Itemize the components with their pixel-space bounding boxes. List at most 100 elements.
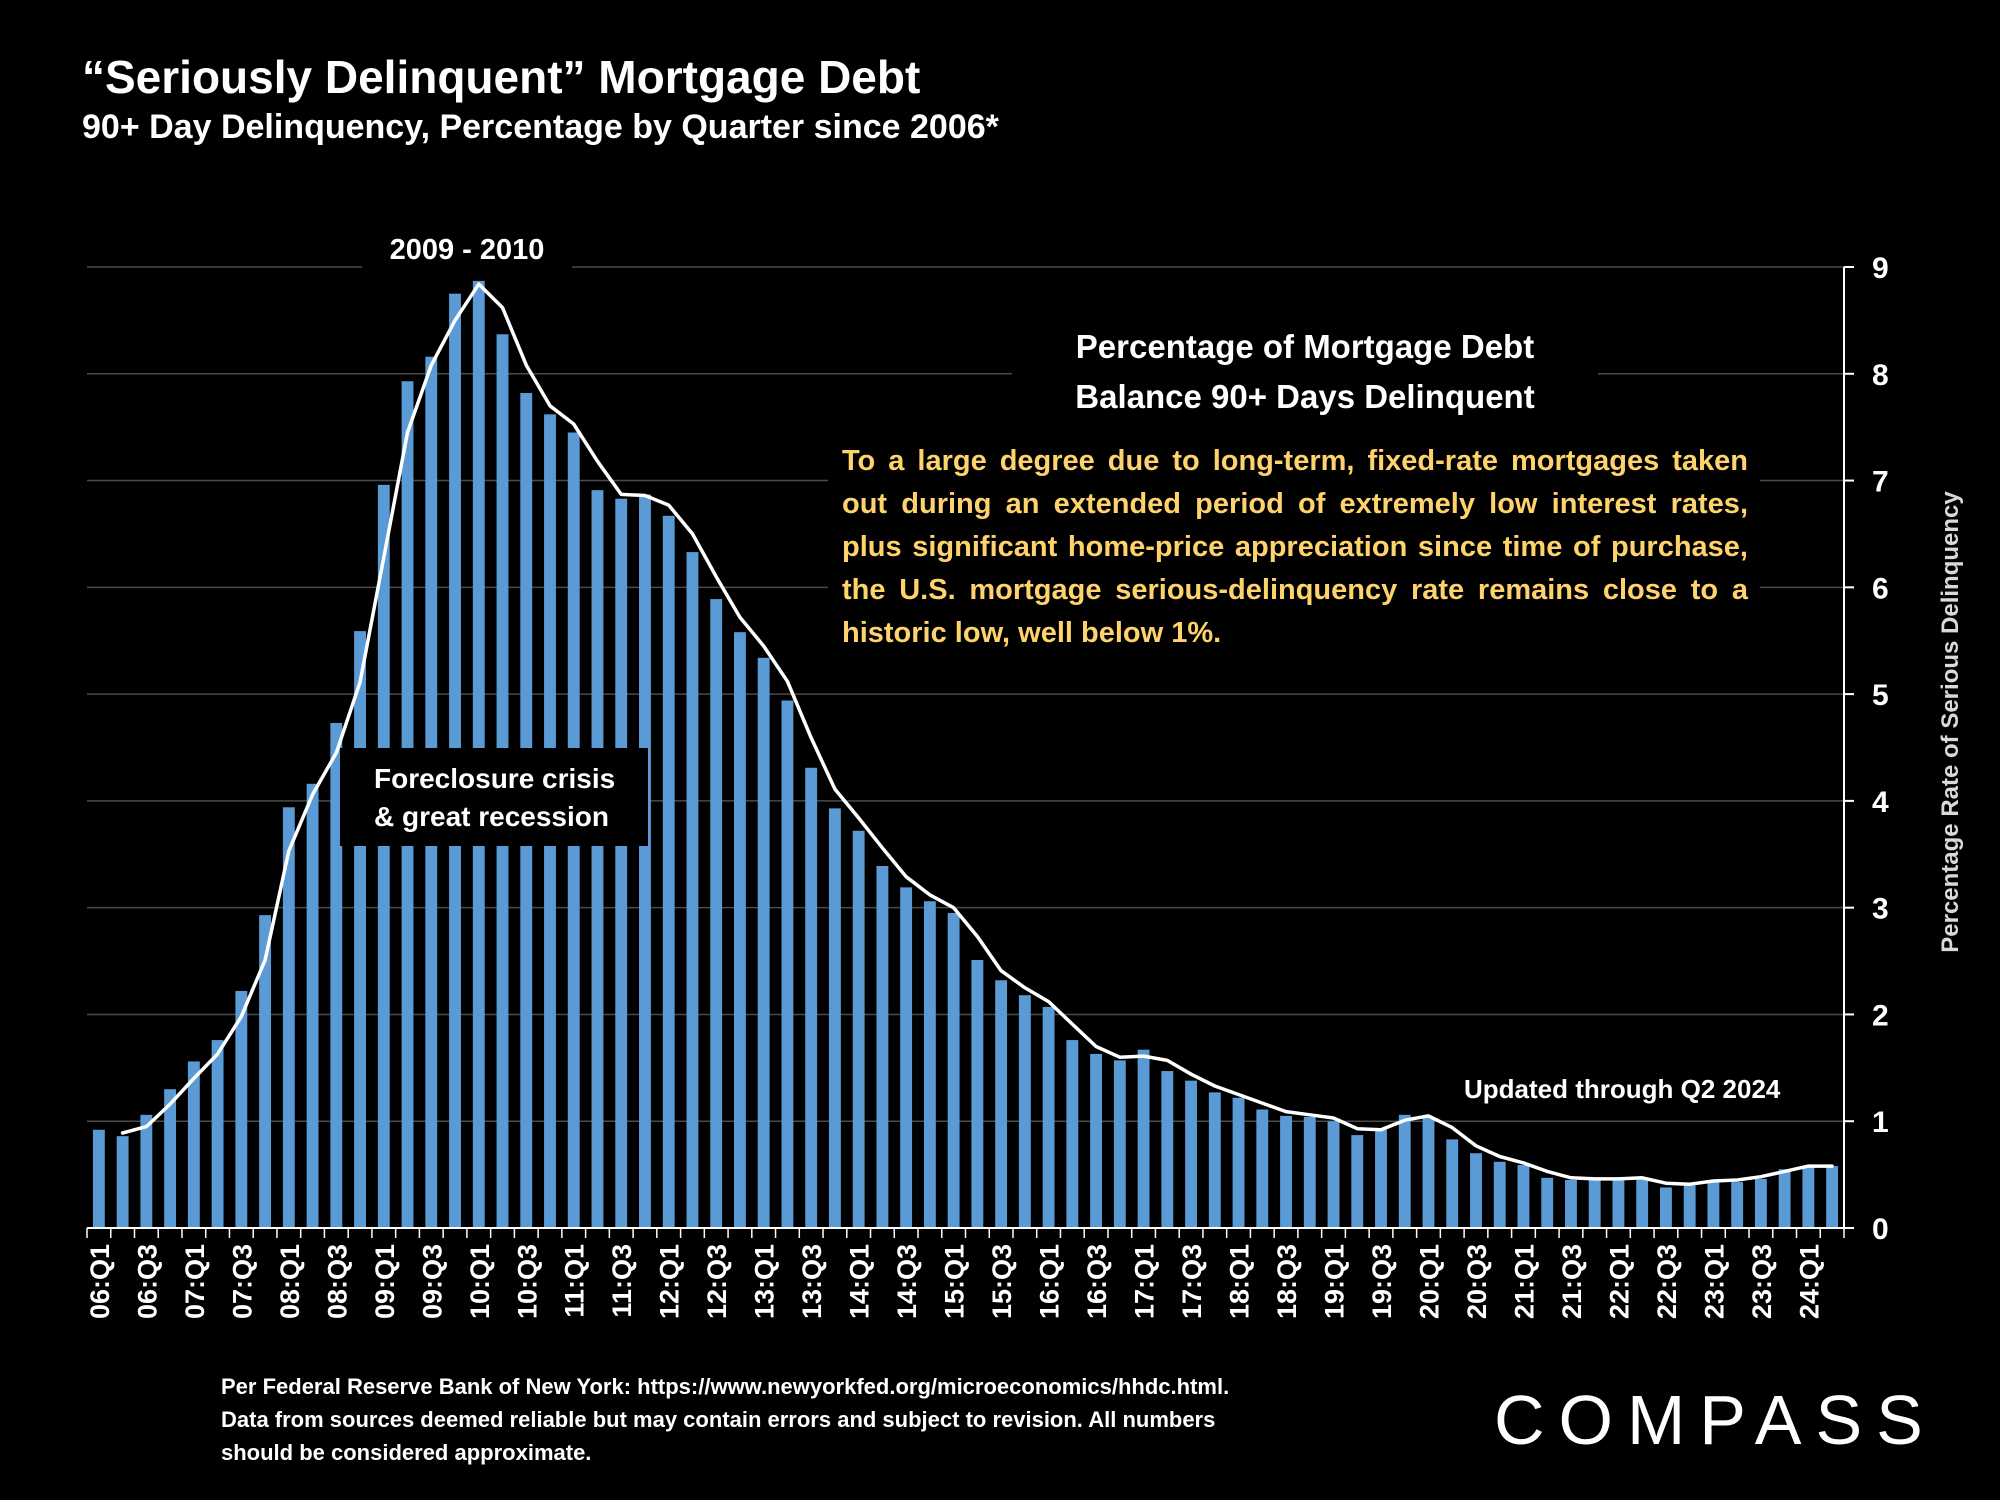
bar-14:Q1 [852, 830, 865, 1228]
chart-title: “Seriously Delinquent” Mortgage Debt [82, 51, 921, 103]
x-tick-label-12:Q1: 12:Q1 [655, 1244, 685, 1319]
bar-11:Q4 [639, 494, 651, 1229]
legend-title-line2: Balance 90+ Days Delinquent [1075, 378, 1535, 415]
bar-18:Q4 [1303, 1116, 1316, 1228]
bar-21:Q1 [1517, 1165, 1530, 1228]
bar-23:Q3 [1754, 1178, 1767, 1228]
x-tick-label-23:Q1: 23:Q1 [1699, 1244, 1729, 1319]
bar-06:Q2 [116, 1136, 129, 1228]
x-tick-label-19:Q1: 19:Q1 [1320, 1244, 1350, 1319]
bar-18:Q2 [1256, 1109, 1269, 1228]
source-line-3: should be considered approximate. [221, 1440, 592, 1465]
x-tick-label-15:Q3: 15:Q3 [987, 1244, 1017, 1319]
bar-20:Q2 [1446, 1139, 1459, 1228]
bar-12:Q1 [662, 515, 675, 1228]
x-tick-label-19:Q3: 19:Q3 [1367, 1244, 1397, 1319]
x-tick-label-21:Q1: 21:Q1 [1509, 1244, 1539, 1319]
x-tick-label-22:Q3: 22:Q3 [1652, 1244, 1682, 1319]
x-tick-label-08:Q1: 08:Q1 [275, 1244, 305, 1319]
bar-23:Q4 [1778, 1169, 1791, 1228]
y-tick-label-4: 4 [1872, 786, 1889, 819]
bar-15:Q1 [947, 913, 960, 1228]
source-footnote: Per Federal Reserve Bank of New York: ht… [221, 1370, 1361, 1469]
bar-21:Q4 [1588, 1179, 1601, 1228]
y-tick-label-1: 1 [1872, 1106, 1889, 1139]
x-tick-label-09:Q1: 09:Q1 [370, 1244, 400, 1319]
x-tick-label-23:Q3: 23:Q3 [1747, 1244, 1777, 1319]
bar-15:Q4 [1018, 995, 1031, 1228]
bar-22:Q2 [1636, 1177, 1649, 1228]
bar-24:Q2 [1826, 1166, 1839, 1228]
bar-19:Q3 [1375, 1129, 1387, 1228]
x-tick-label-18:Q3: 18:Q3 [1272, 1244, 1302, 1319]
bar-12:Q4 [734, 632, 746, 1228]
bar-23:Q1 [1707, 1182, 1720, 1228]
x-tick-label-08:Q3: 08:Q3 [322, 1244, 352, 1319]
bar-23:Q2 [1731, 1182, 1744, 1228]
bar-06:Q4 [164, 1089, 177, 1228]
bar-20:Q1 [1422, 1116, 1435, 1228]
bar-20:Q4 [1493, 1161, 1506, 1228]
y-tick-labels: 0 1 2 3 4 5 6 7 8 9 [1844, 252, 1889, 1246]
trend-line [120, 282, 1834, 1186]
bar-13:Q2 [781, 700, 794, 1228]
bar-08:Q4 [354, 631, 366, 1228]
bar-06:Q1 [92, 1129, 105, 1228]
x-tick-label-13:Q3: 13:Q3 [797, 1244, 827, 1319]
bar-08:Q3 [330, 722, 343, 1228]
bar-17:Q2 [1161, 1071, 1174, 1228]
bar-17:Q1 [1137, 1049, 1150, 1228]
y-tick-label-5: 5 [1872, 679, 1889, 712]
commentary-note: To a large degree due to long-term, fixe… [828, 436, 1760, 659]
x-tick-label-09:Q3: 09:Q3 [417, 1244, 447, 1319]
bar-07:Q1 [187, 1061, 200, 1228]
y-tick-label-2: 2 [1872, 999, 1889, 1032]
bar-14:Q3 [900, 887, 913, 1228]
bar-17:Q3 [1185, 1080, 1197, 1228]
x-tick-label-10:Q3: 10:Q3 [512, 1244, 542, 1319]
x-tick-label-16:Q1: 16:Q1 [1035, 1244, 1065, 1319]
bar-11:Q3 [615, 498, 628, 1228]
bar-22:Q4 [1683, 1185, 1696, 1228]
y-tick-label-8: 8 [1872, 359, 1889, 392]
x-tick-label-22:Q1: 22:Q1 [1604, 1244, 1634, 1319]
bar-12:Q2 [686, 552, 699, 1228]
bar-08:Q1 [282, 807, 295, 1228]
series-legend-title: Percentage of Mortgage Debt Balance 90+ … [1012, 318, 1598, 426]
x-tick-label-15:Q1: 15:Q1 [940, 1244, 970, 1319]
x-tick-label-10:Q1: 10:Q1 [465, 1244, 495, 1319]
crisis-annotation-line1: Foreclosure crisis [374, 763, 616, 794]
x-tick-label-11:Q3: 11:Q3 [607, 1244, 637, 1318]
bar-09:Q1 [377, 484, 390, 1228]
bar-07:Q2 [211, 1040, 224, 1228]
x-tick-label-12:Q3: 12:Q3 [702, 1244, 732, 1319]
bar-19:Q2 [1351, 1135, 1364, 1228]
x-tick-label-18:Q1: 18:Q1 [1225, 1244, 1255, 1319]
bar-16:Q2 [1066, 1040, 1079, 1228]
compass-logo: COMPASS [1494, 1381, 1937, 1459]
source-line-1: Per Federal Reserve Bank of New York: ht… [221, 1374, 1230, 1399]
x-tick-label-17:Q1: 17:Q1 [1130, 1244, 1160, 1319]
bar-22:Q3 [1659, 1187, 1672, 1228]
y-tick-label-3: 3 [1872, 893, 1889, 926]
updated-note: Updated through Q2 2024 [1456, 1072, 1789, 1107]
bar-15:Q2 [971, 959, 984, 1228]
x-tick-label-06:Q1: 06:Q1 [85, 1244, 115, 1319]
x-tick-label-14:Q3: 14:Q3 [892, 1244, 922, 1319]
x-tick-label-07:Q3: 07:Q3 [227, 1244, 257, 1319]
bar-21:Q3 [1565, 1179, 1577, 1228]
x-tick-label-11:Q1: 11:Q1 [560, 1244, 590, 1318]
bar-13:Q1 [757, 657, 770, 1228]
bar-21:Q2 [1541, 1177, 1554, 1228]
bar-12:Q3 [710, 599, 723, 1228]
bar-16:Q3 [1090, 1053, 1103, 1228]
bar-13:Q4 [828, 808, 841, 1228]
crisis-annotation-line2: & great recession [374, 801, 609, 832]
x-tick-label-14:Q1: 14:Q1 [845, 1244, 875, 1319]
bar-08:Q2 [306, 783, 319, 1228]
bar-16:Q1 [1042, 1006, 1055, 1228]
bar-16:Q4 [1113, 1060, 1126, 1228]
y-tick-label-9: 9 [1872, 252, 1889, 285]
bar-19:Q1 [1327, 1121, 1340, 1228]
